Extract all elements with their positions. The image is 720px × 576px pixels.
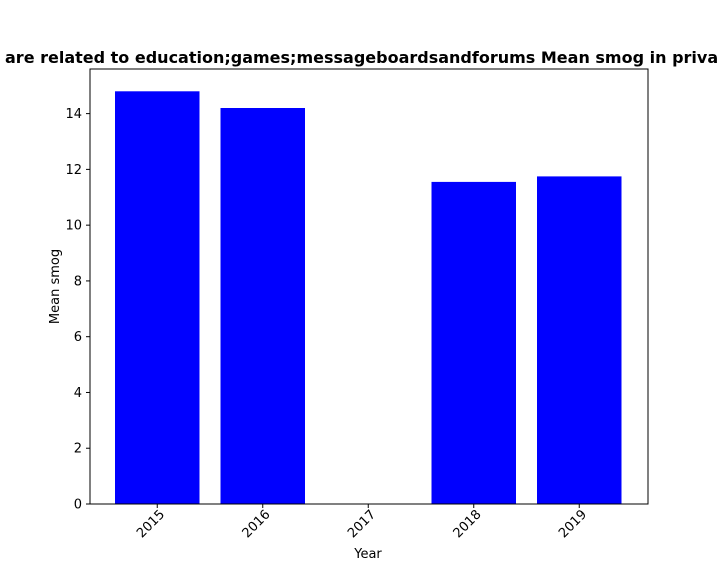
y-tick-label-12: 12: [65, 163, 82, 178]
y-tick-label-2: 2: [74, 442, 82, 457]
x-tick-label-2015: 2015: [134, 507, 168, 541]
x-tick-label-2017: 2017: [345, 507, 379, 541]
bar-2015: [115, 91, 200, 505]
y-tick-label-6: 6: [74, 330, 82, 345]
bars-group: [115, 91, 622, 505]
bar-2019: [537, 176, 622, 504]
plot-area-frame: [89, 68, 649, 505]
x-tick-label-2016: 2016: [240, 507, 274, 541]
y-tick-label-0: 0: [74, 498, 82, 513]
y-tick-label-4: 4: [74, 386, 82, 401]
bar-2018: [431, 181, 516, 504]
y-axis-label: Mean smog: [48, 249, 63, 324]
y-tick-label-14: 14: [65, 107, 82, 122]
y-axis-ticks: 0 2 4 6 8 10 12 14: [65, 107, 90, 513]
x-tick-label-2019: 2019: [556, 507, 590, 541]
chart-title: are related to education;games;messagebo…: [5, 48, 718, 67]
bar-2016: [220, 108, 305, 504]
y-tick-label-10: 10: [65, 219, 82, 234]
x-axis-label: Year: [353, 547, 382, 562]
x-axis-ticks: 2015 2016 2017 2018 2019: [134, 504, 590, 541]
y-tick-label-8: 8: [74, 274, 82, 289]
x-tick-label-2018: 2018: [451, 507, 485, 541]
